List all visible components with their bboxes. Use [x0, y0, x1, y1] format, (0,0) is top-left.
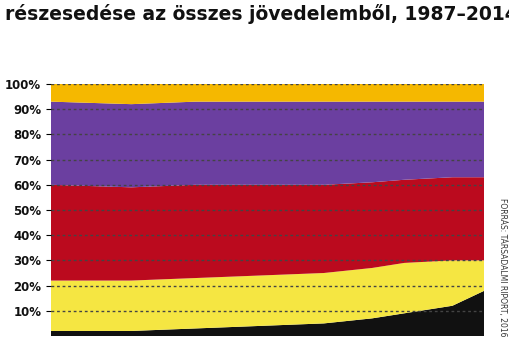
Text: FORRÁS: TÁRSADALMI RIPORT, 2016: FORRÁS: TÁRSADALMI RIPORT, 2016 — [497, 197, 506, 336]
Text: részesedése az összes jövedelemből, 1987–2014: részesedése az összes jövedelemből, 1987… — [5, 4, 509, 23]
